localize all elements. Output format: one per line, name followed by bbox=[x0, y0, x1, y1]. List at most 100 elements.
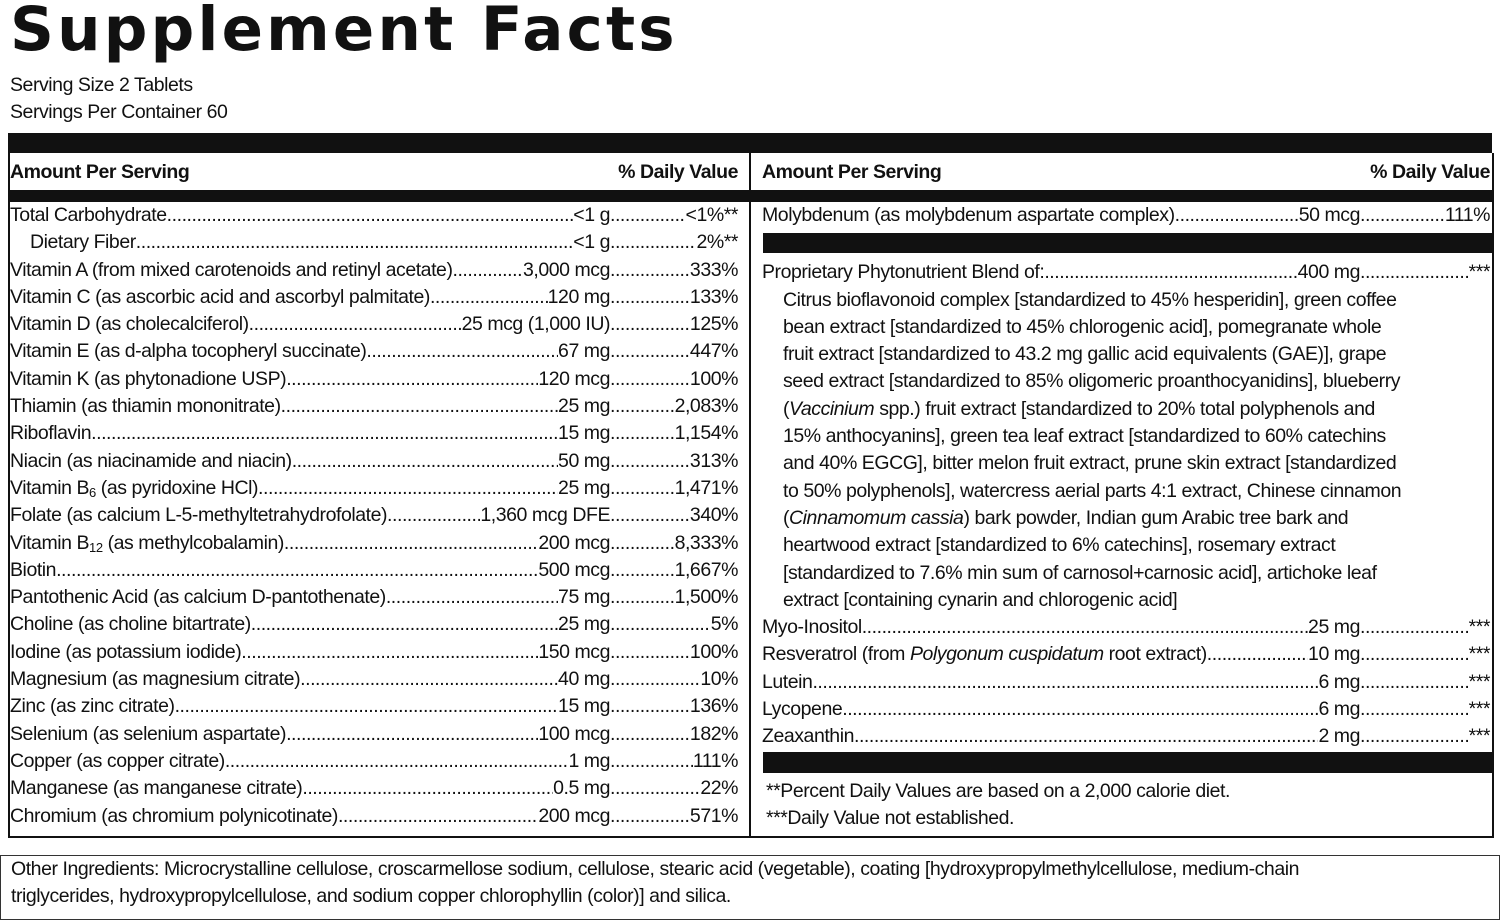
amount: 15 mg bbox=[558, 422, 610, 445]
amount: 6 mg bbox=[1318, 698, 1360, 721]
text-segment: root extract) bbox=[1103, 643, 1208, 666]
amount: 3,000 mcg bbox=[522, 258, 610, 281]
dot-leader bbox=[1207, 641, 1308, 668]
row-main: Zeaxanthin 2 mg bbox=[762, 723, 1360, 750]
row-main: Vitamin E (as d-alpha tocopheryl succina… bbox=[10, 338, 610, 365]
nutrient-row: Total Carbohydrate <1 g <1%** bbox=[10, 202, 738, 229]
nutrient-name: Manganese (as manganese citrate) bbox=[10, 775, 303, 802]
row-main: Vitamin B6 (as pyridoxine HCl) 25 mg bbox=[10, 475, 610, 503]
row-main: Lutein 6 mg bbox=[762, 669, 1360, 696]
amount: 25 mg bbox=[558, 476, 610, 499]
row-main: Dietary Fiber <1 g bbox=[10, 229, 610, 256]
text-segment: Vitamin A (from mixed carotenoids and re… bbox=[10, 258, 453, 281]
dot-leader bbox=[610, 366, 690, 393]
text-segment: heartwood extract [standardized to 6% ca… bbox=[783, 534, 1336, 557]
amount: 25 mg bbox=[558, 395, 610, 418]
dot-leader bbox=[1360, 696, 1469, 723]
dot-leader bbox=[241, 639, 538, 666]
amount: 50 mg bbox=[558, 449, 610, 472]
footnote: ***Daily Value not established. bbox=[766, 807, 1015, 829]
daily-value: *** bbox=[1468, 670, 1491, 693]
row-main: Vitamin C (as ascorbic acid and ascorbyl… bbox=[10, 284, 610, 311]
nutrient-row: Choline (as choline bitartrate) 25 mg 5% bbox=[10, 611, 738, 638]
row-main: Selenium (as selenium aspartate) 100 mcg bbox=[10, 721, 610, 748]
row-main: Thiamin (as thiamin mononitrate) 25 mg bbox=[10, 393, 610, 420]
text-segment: Vitamin C (as ascorbic acid and ascorbyl… bbox=[10, 285, 430, 308]
amount: 25 mcg (1,000 IU) bbox=[461, 313, 611, 336]
row-main: Biotin 500 mcg bbox=[10, 557, 610, 584]
text-segment: Zinc (as zinc citrate) bbox=[10, 695, 175, 718]
daily-value: 333% bbox=[689, 258, 739, 281]
nutrient-row: Vitamin B6 (as pyridoxine HCl) 25 mg 1,471… bbox=[10, 475, 738, 502]
dot-leader bbox=[338, 803, 538, 830]
daily-value: 182% bbox=[689, 722, 739, 745]
blend-line: bean extract [standardized to 45% chloro… bbox=[762, 314, 1490, 341]
text-segment: Vitamin B bbox=[10, 531, 90, 554]
dot-leader bbox=[610, 502, 690, 529]
row-main: Myo-Inositol 25 mg bbox=[762, 614, 1360, 641]
amount: 1 mg bbox=[568, 749, 610, 772]
text-segment: Copper (as copper citrate) bbox=[10, 749, 225, 772]
text-segment: Thiamin (as thiamin mononitrate) bbox=[10, 395, 281, 418]
row-main: Vitamin B12 (as methylcobalamin) 200 mcg bbox=[10, 530, 610, 558]
nutrient-name: Pantothenic Acid (as calcium D-pantothen… bbox=[10, 584, 386, 611]
dot-leader bbox=[812, 669, 1318, 696]
dot-leader bbox=[430, 284, 548, 311]
daily-value: *** bbox=[1468, 616, 1491, 639]
daily-value: *** bbox=[1468, 698, 1491, 721]
dot-leader bbox=[1360, 614, 1469, 641]
nutrient-name: Vitamin K (as phytonadione USP) bbox=[10, 366, 287, 393]
nutrient-name: Zinc (as zinc citrate) bbox=[10, 693, 175, 720]
nutrient-row: Magnesium (as magnesium citrate) 40 mg 10% bbox=[10, 666, 738, 693]
amount: 50 mcg bbox=[1298, 204, 1361, 226]
amount: 0.5 mg bbox=[553, 777, 610, 800]
nutrient-row: Resveratrol (from Polygonum cuspidatum r… bbox=[762, 641, 1490, 668]
nutrient-row: Selenium (as selenium aspartate) 100 mcg 1… bbox=[10, 721, 738, 748]
nutrient-name: Resveratrol (from Polygonum cuspidatum r… bbox=[762, 641, 1207, 668]
text-segment: Selenium (as selenium aspartate) bbox=[10, 722, 287, 745]
daily-value: 340% bbox=[689, 504, 739, 527]
dot-leader bbox=[225, 748, 569, 775]
black-bar bbox=[8, 133, 1492, 153]
daily-value: 111% bbox=[1444, 204, 1491, 226]
facts-panel bbox=[8, 153, 1494, 838]
dot-leader bbox=[1360, 669, 1469, 696]
daily-value: 8,333% bbox=[674, 531, 739, 554]
text-segment: Choline (as choline bitartrate) bbox=[10, 613, 251, 636]
text-segment: Iodine (as potassium iodide) bbox=[10, 640, 242, 663]
dot-leader bbox=[286, 366, 538, 393]
blend-line: and 40% EGCG], bitter melon fruit extrac… bbox=[762, 450, 1490, 477]
dot-leader bbox=[610, 693, 690, 720]
text-segment: (as pyridoxine HCl) bbox=[95, 476, 259, 499]
column-header: Amount Per Serving % Daily Value bbox=[762, 158, 1490, 186]
nutrient-row: Zeaxanthin 2 mg *** bbox=[762, 723, 1490, 750]
nutrient-row: Lutein 6 mg *** bbox=[762, 669, 1490, 696]
amount: 67 mg bbox=[558, 340, 610, 363]
daily-value: <1%** bbox=[685, 204, 739, 226]
row-main: Pantothenic Acid (as calcium D-pantothen… bbox=[10, 584, 610, 611]
daily-value: 136% bbox=[689, 695, 739, 718]
daily-value: 125% bbox=[689, 313, 739, 336]
nutrient-name: Vitamin A (from mixed carotenoids and re… bbox=[10, 257, 453, 284]
header-amount: Amount Per Serving bbox=[10, 161, 190, 183]
daily-value: 1,154% bbox=[674, 422, 739, 445]
nutrient-name: Riboflavin bbox=[10, 420, 92, 447]
nutrient-row: Vitamin C (as ascorbic acid and ascorbyl… bbox=[10, 284, 738, 311]
dot-leader bbox=[610, 666, 700, 693]
nutrient-name: Niacin (as niacinamide and niacin) bbox=[10, 448, 292, 475]
dot-leader bbox=[610, 639, 690, 666]
text-segment: 15% anthocyanins], green tea leaf extrac… bbox=[783, 425, 1386, 448]
row-main: Vitamin D (as cholecalciferol) 25 mcg (1,… bbox=[10, 311, 610, 338]
dot-leader bbox=[610, 584, 675, 611]
text-segment: and 40% EGCG], bitter melon fruit extrac… bbox=[783, 452, 1397, 475]
text-segment: bean extract [standardized to 45% chloro… bbox=[783, 315, 1382, 338]
row-main: Magnesium (as magnesium citrate) 40 mg bbox=[10, 666, 610, 693]
italic-text: Polygonum cuspidatum bbox=[909, 643, 1104, 666]
nutrient-name: Vitamin D (as cholecalciferol) bbox=[10, 311, 249, 338]
subscript: 6 bbox=[89, 484, 96, 500]
italic-text: Cinnamomum cassia bbox=[789, 506, 964, 529]
row-main: Manganese (as manganese citrate) 0.5 mg bbox=[10, 775, 610, 802]
text-segment: [standardized to 7.6% min sum of carnoso… bbox=[783, 561, 1377, 584]
